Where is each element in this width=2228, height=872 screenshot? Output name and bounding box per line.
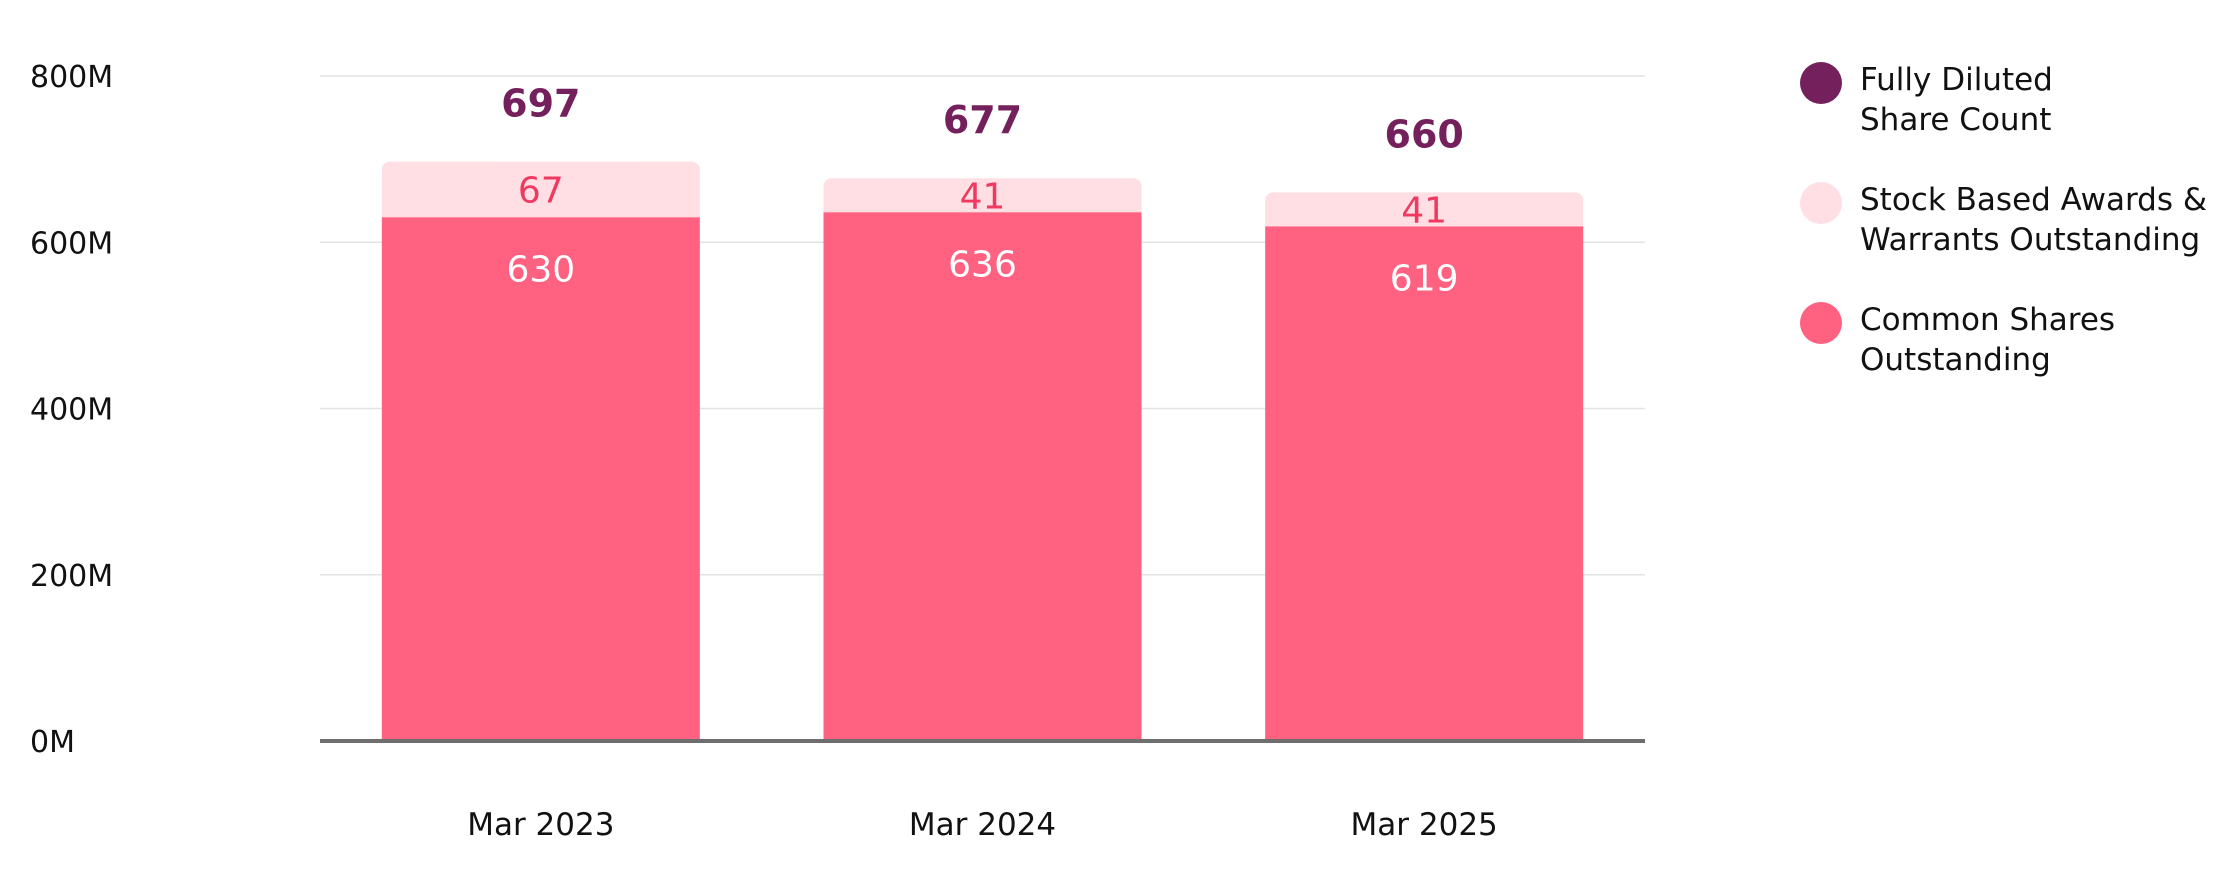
common-shares-value-label: 619 xyxy=(1390,258,1459,299)
y-axis: 0M 200M 400M 600M 800M xyxy=(30,60,113,760)
legend: Fully Diluted Share Count Stock Based Aw… xyxy=(1800,60,2228,420)
stock-awards-value-label: 41 xyxy=(960,176,1006,217)
y-tick-label: 800M xyxy=(30,60,113,95)
x-tick-label: Mar 2025 xyxy=(1351,807,1498,843)
legend-item-fully-diluted: Fully Diluted Share Count xyxy=(1800,60,2228,140)
stock-awards-swatch xyxy=(1800,182,1842,224)
common-shares-value-label: 636 xyxy=(948,244,1017,285)
fully-diluted-total-label: 697 xyxy=(501,82,580,126)
legend-item-common-shares: Common Shares Outstanding xyxy=(1800,300,2228,380)
legend-label-common-shares: Common Shares Outstanding xyxy=(1860,302,2116,378)
fully-diluted-total-label: 660 xyxy=(1385,112,1464,156)
bar-common-shares xyxy=(1265,226,1584,742)
bar-common-shares xyxy=(823,212,1142,741)
bars: 67 630 697 41 636 677 41 619 660 xyxy=(381,82,1584,742)
legend-item-stock-awards: Stock Based Awards & Warrants Outstandin… xyxy=(1800,180,2228,260)
legend-label-stock-awards: Stock Based Awards & Warrants Outstandin… xyxy=(1860,182,2208,258)
fully-diluted-total-label: 677 xyxy=(943,98,1022,142)
y-tick-label: 600M xyxy=(30,226,113,261)
bar-stock-awards xyxy=(823,178,1142,223)
stock-awards-value-label: 41 xyxy=(1401,190,1447,231)
fully-diluted-swatch xyxy=(1800,62,1842,104)
y-tick-label: 200M xyxy=(30,559,113,594)
x-tick-label: Mar 2024 xyxy=(909,807,1056,843)
y-tick-label: 0M xyxy=(30,725,75,760)
common-shares-swatch xyxy=(1800,302,1842,344)
bar-stock-awards xyxy=(1265,192,1584,237)
y-tick-label: 400M xyxy=(30,393,113,428)
bar-common-shares xyxy=(381,217,700,741)
x-tick-label: Mar 2023 xyxy=(467,807,614,843)
bar-stock-awards xyxy=(381,161,700,228)
legend-label-fully-diluted: Fully Diluted Share Count xyxy=(1860,62,2053,138)
x-axis: Mar 2023 Mar 2024 Mar 2025 xyxy=(467,807,1498,843)
stock-awards-value-label: 67 xyxy=(518,170,564,211)
common-shares-value-label: 630 xyxy=(506,249,575,290)
